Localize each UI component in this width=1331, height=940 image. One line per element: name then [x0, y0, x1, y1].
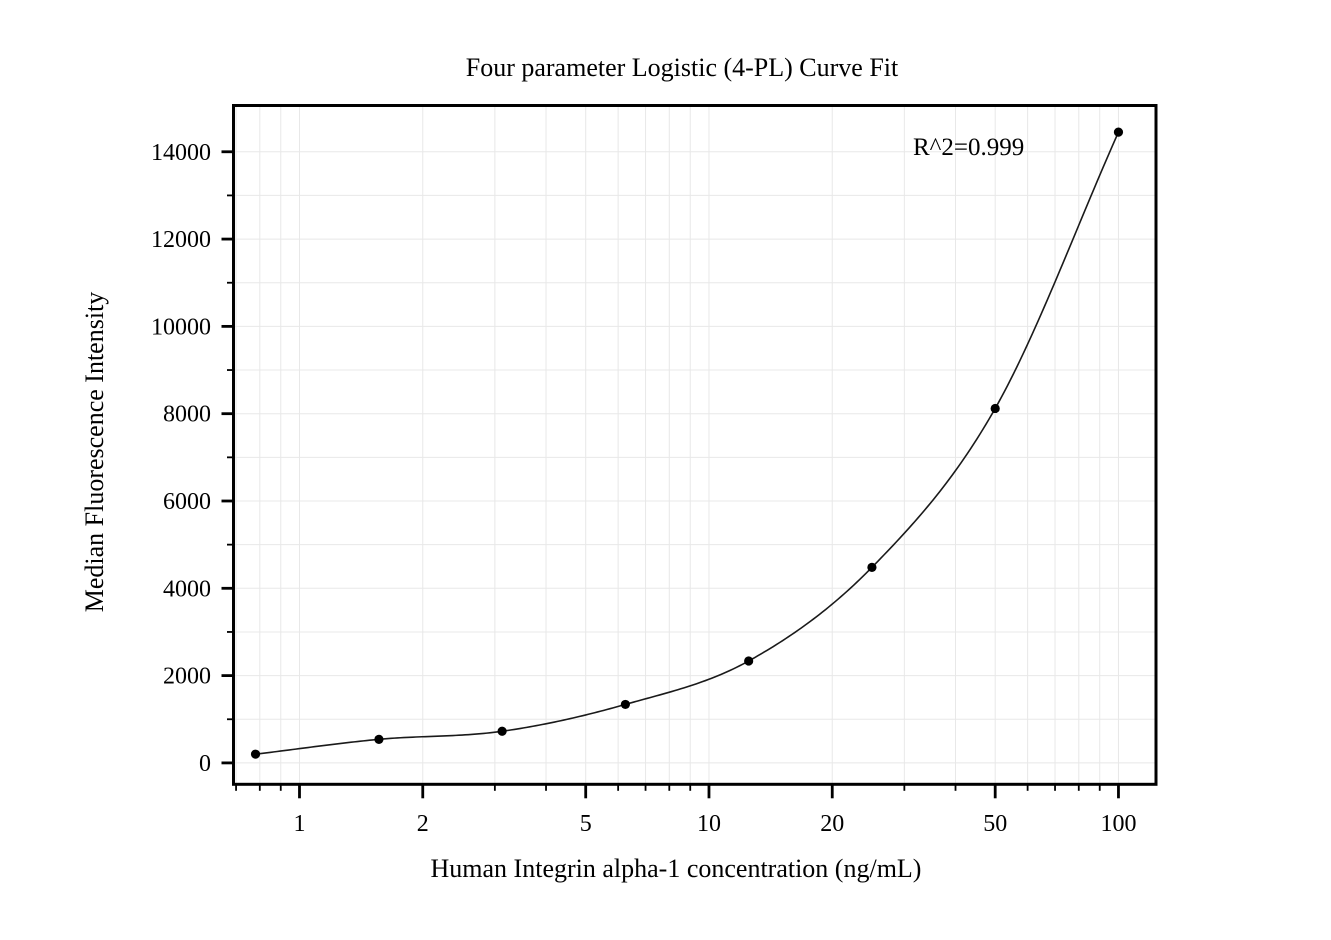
y-tick-label: 10000 [151, 314, 211, 340]
plot-border [232, 104, 1158, 786]
data-point [867, 562, 877, 572]
data-point [1113, 127, 1124, 137]
data-point [497, 726, 507, 736]
chart-title: Four parameter Logistic (4-PL) Curve Fit [466, 53, 899, 82]
y-tick-label: 4000 [163, 576, 211, 602]
axis-ticks [221, 150, 1120, 799]
y-tick-label: 12000 [151, 227, 211, 253]
y-tick-label: 2000 [163, 664, 211, 690]
data-point [990, 403, 1000, 414]
data-point [250, 749, 261, 759]
data-point [374, 734, 384, 744]
x-axis-label: Human Integrin alpha-1 concentration (ng… [431, 854, 922, 883]
y-tick-label: 6000 [163, 489, 211, 515]
gridlines [233, 105, 1156, 785]
data-point [620, 699, 630, 710]
x-tick-label: 20 [820, 811, 844, 837]
y-tick-label: 0 [199, 751, 211, 777]
x-tick-label: 1 [293, 811, 305, 837]
r-squared-annotation: R^2=0.999 [913, 134, 1024, 161]
data-point [744, 656, 754, 666]
x-tick-label: 5 [580, 811, 592, 837]
x-tick-label: 2 [417, 811, 429, 837]
tick-labels: 1 2 5 10 20 50 100 0 2000 4000 6000 8000 10000 12000 1… [151, 140, 1136, 837]
x-tick-label: 10 [697, 811, 721, 837]
x-tick-label: 50 [983, 811, 1007, 837]
y-tick-label: 8000 [163, 402, 211, 428]
y-axis-label: Median Fluorescence Intensity [80, 292, 109, 613]
x-tick-label: 100 [1100, 811, 1136, 837]
data-points [250, 127, 1124, 759]
fit-curve-line [255, 131, 1120, 755]
y-tick-label: 14000 [151, 140, 211, 166]
